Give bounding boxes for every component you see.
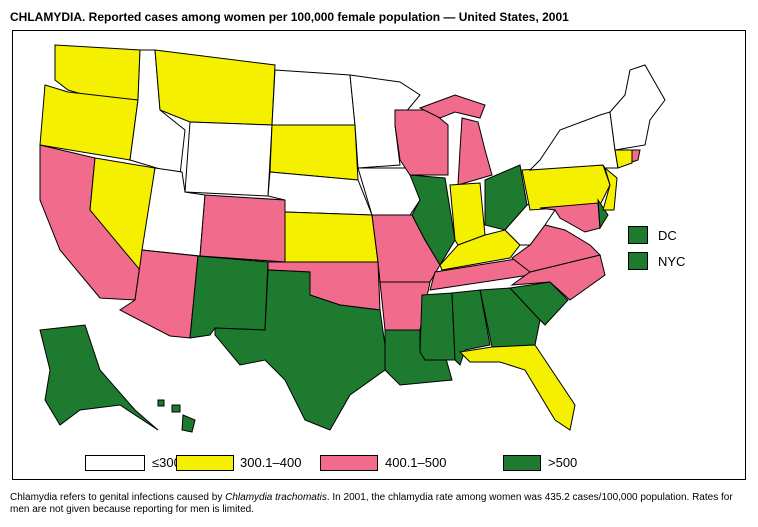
- state-wy: [184, 121, 273, 197]
- footnote-text-rest: . In 2001, the chlamydia rate among wome…: [10, 492, 733, 515]
- state-in: [449, 182, 486, 246]
- state-de: [597, 198, 609, 230]
- state-sd: [269, 124, 359, 181]
- legend-label-300-400: 300.1–400: [240, 455, 302, 470]
- state-ct: [614, 149, 633, 169]
- state-mi: [457, 117, 493, 186]
- state-ri: [631, 149, 641, 163]
- state-ny: [528, 111, 619, 171]
- state-il: [409, 174, 456, 266]
- state-ak: [39, 324, 159, 431]
- state-mi-upper: [418, 94, 486, 119]
- state-ia: [357, 167, 421, 216]
- legend-swatch-le300: [85, 455, 145, 471]
- state-mt: [154, 49, 276, 126]
- state-hi-1: [157, 399, 165, 407]
- state-ga: [479, 287, 541, 348]
- state-hi-2: [171, 404, 181, 413]
- map-title: CHLAMYDIA. Reported cases among women pe…: [10, 10, 569, 24]
- footnote-species: Chlamydia trachomatis: [225, 492, 327, 503]
- legend-swatch-gt500: [503, 455, 541, 471]
- legend-nyc: NYC: [628, 252, 685, 270]
- state-fl: [458, 344, 576, 431]
- state-hi-3: [181, 414, 196, 433]
- legend-label-400-500: 400.1–500: [385, 455, 447, 470]
- legend-label-le300: ≤300: [152, 455, 181, 470]
- state-tx: [214, 269, 386, 431]
- state-la: [384, 329, 453, 386]
- state-ks: [284, 211, 379, 263]
- state-nj: [602, 166, 618, 211]
- legend-label-gt500: >500: [548, 455, 578, 470]
- legend-swatch-400-500: [320, 455, 378, 471]
- state-nm: [189, 255, 269, 339]
- state-co: [199, 194, 286, 263]
- footnote-text: Chlamydia refers to genital infections c…: [10, 492, 226, 503]
- state-new-england: [609, 64, 666, 151]
- legend-swatch-dc: [628, 226, 648, 244]
- state-wi: [394, 109, 449, 176]
- legend-label-dc: DC: [658, 227, 677, 243]
- legend-label-nyc: NYC: [658, 253, 686, 269]
- legend-swatch-nyc: [628, 252, 648, 270]
- map-frame: [12, 30, 746, 480]
- legend-dc: DC: [628, 226, 677, 244]
- legend-swatch-300-400: [176, 455, 234, 471]
- footnote: Chlamydia refers to genital infections c…: [10, 492, 750, 516]
- state-ms: [419, 292, 456, 361]
- state-nd: [271, 69, 356, 126]
